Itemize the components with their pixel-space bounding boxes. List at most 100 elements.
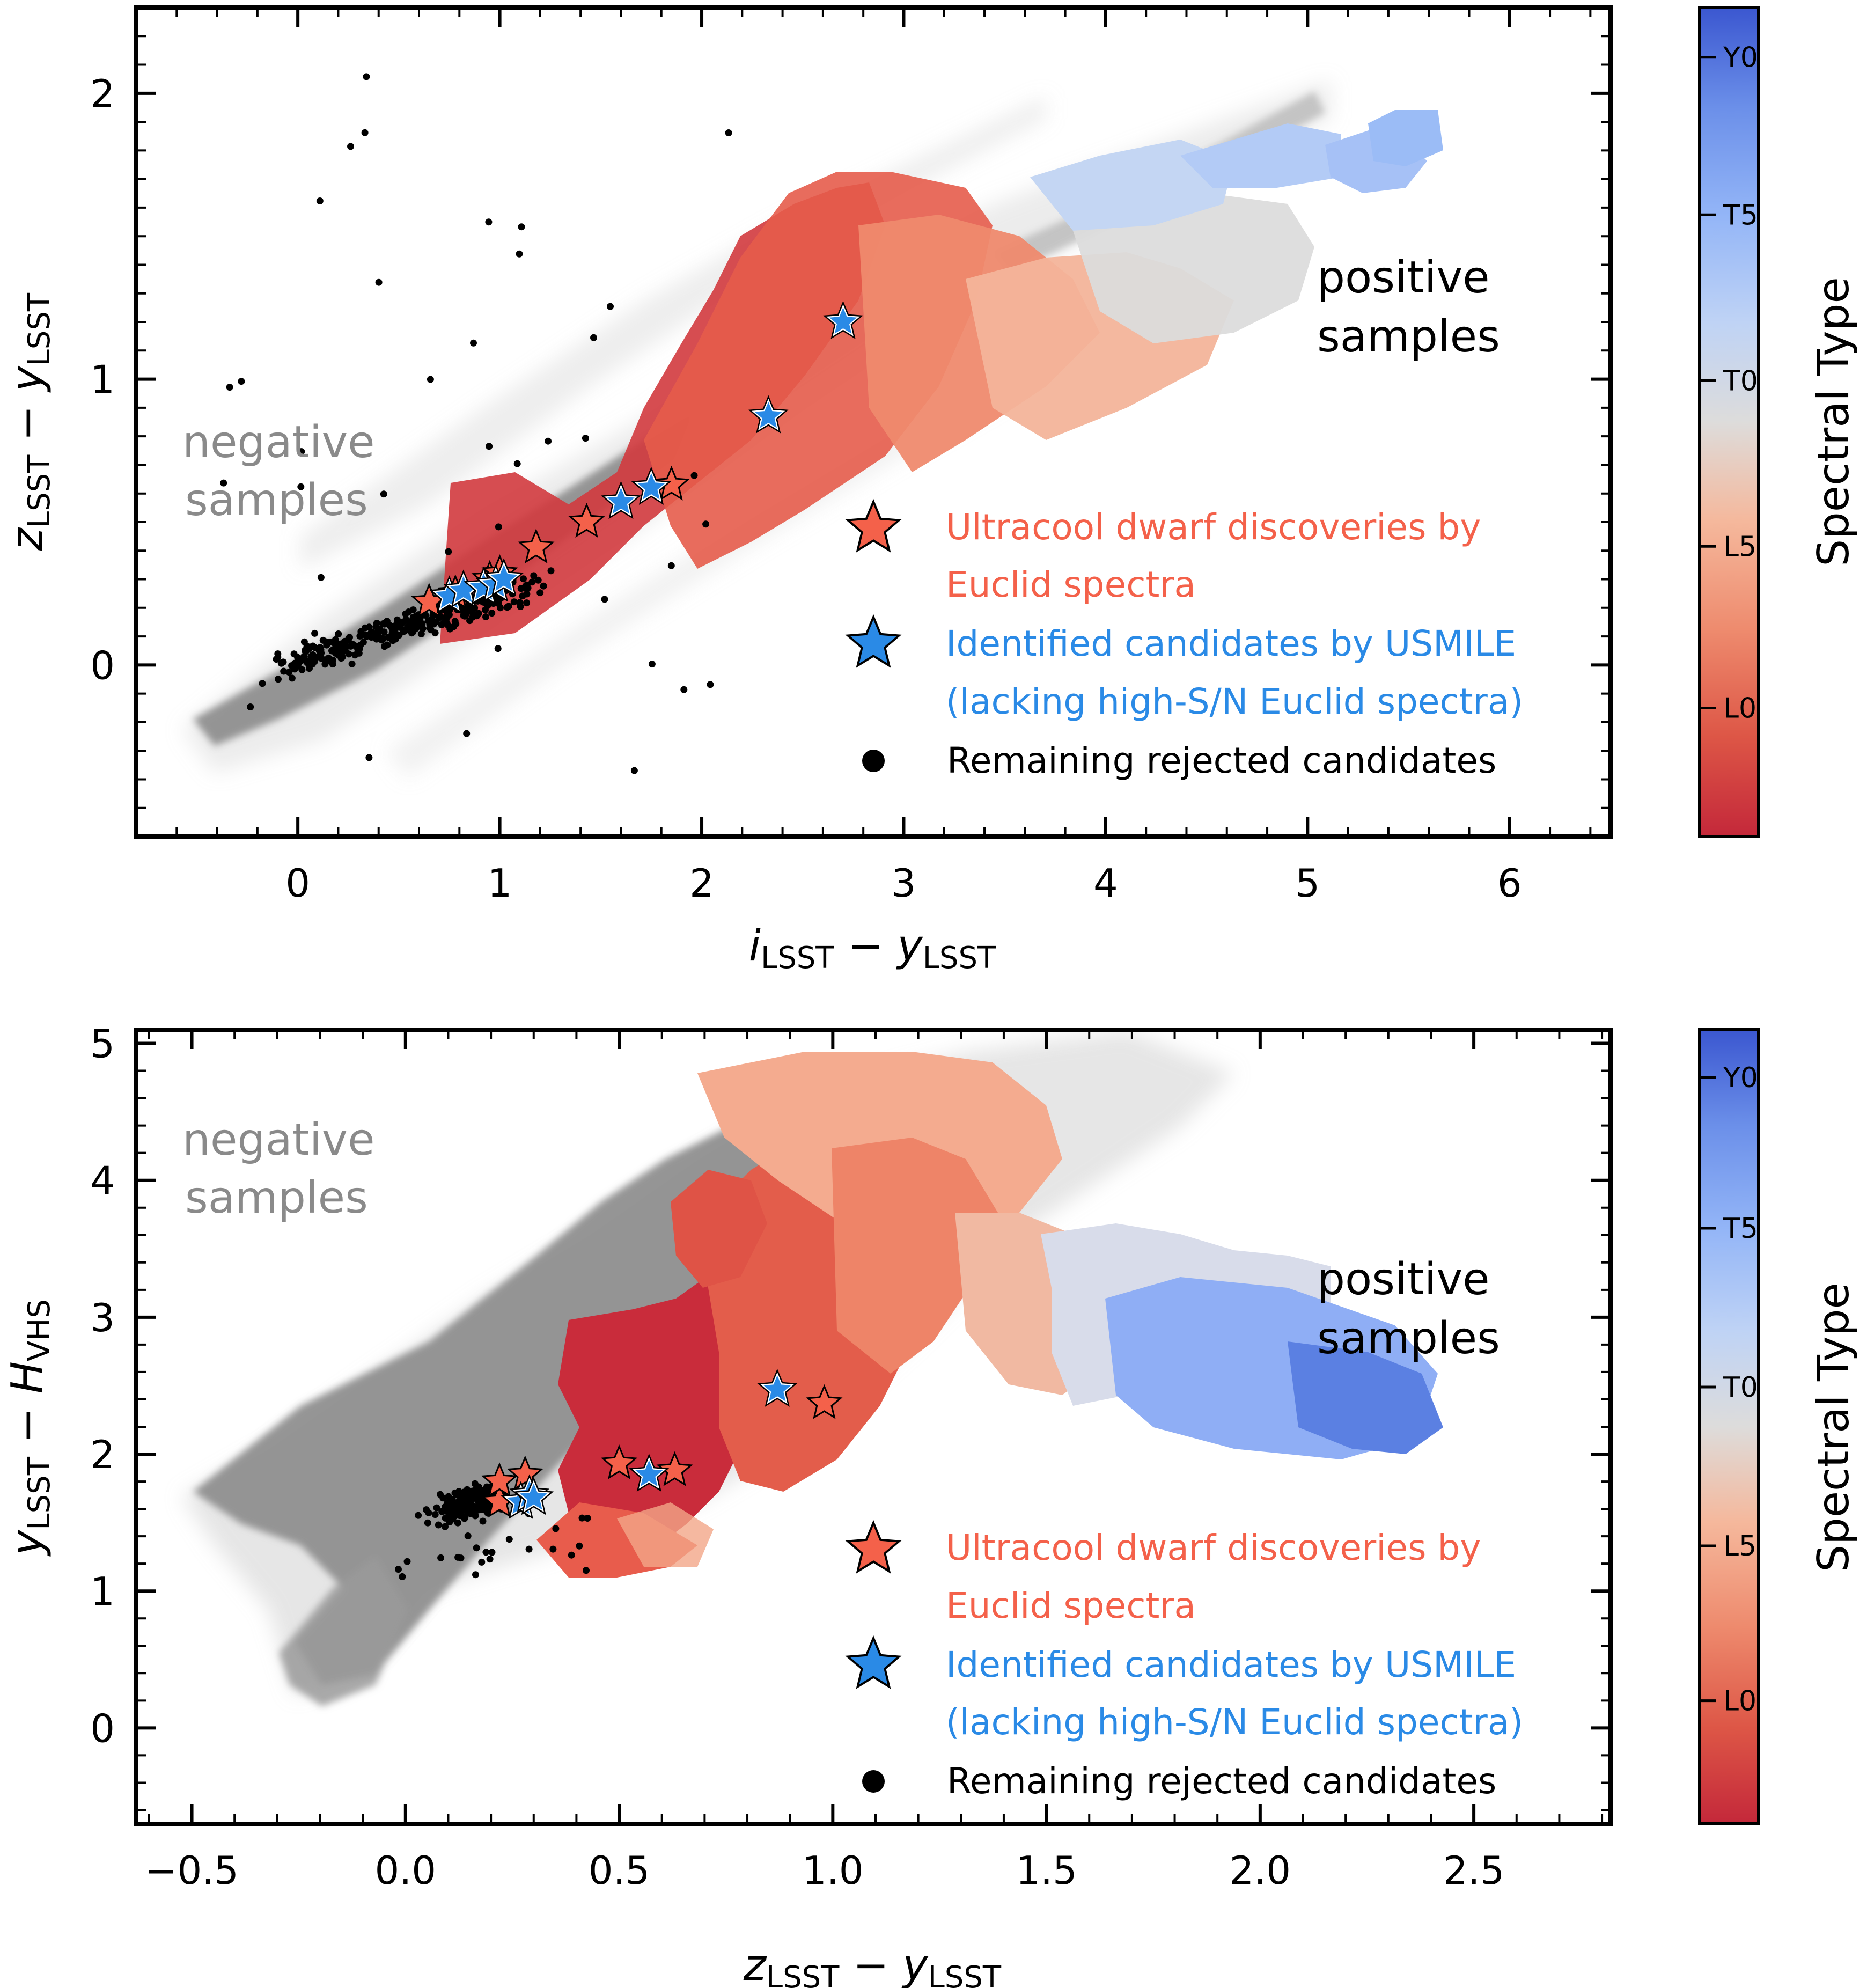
bottom-xlabel-main-1: z [743, 1940, 767, 1988]
rejected-candidate-point [583, 1567, 590, 1574]
bottom-xtick-label: 0.5 [589, 1848, 650, 1893]
bottom-xtick-label: 1.0 [802, 1848, 864, 1893]
candidate-star-outline [757, 1368, 798, 1407]
rejected-candidate-point [275, 676, 282, 683]
discovery-star [481, 1462, 518, 1498]
rejected-candidate-point [690, 472, 698, 479]
rejected-candidate-point [427, 376, 434, 383]
discovery-star [600, 1444, 638, 1479]
rejected-candidate-point [528, 578, 536, 586]
rejected-candidate-point [226, 384, 233, 391]
rejected-candidate-point [337, 640, 344, 648]
rejected-candidate-point [351, 651, 359, 659]
bottom-xtick-label: 2.5 [1443, 1848, 1505, 1893]
bottom-legend-dot-marker [862, 1770, 885, 1793]
rejected-candidate-point [361, 129, 369, 136]
rejected-candidate-point [525, 1545, 533, 1553]
bottom-positive-label-2: samples [1317, 1313, 1500, 1364]
rejected-candidate-point [373, 635, 380, 643]
top-colorbar-label: Spectral Type [1809, 277, 1858, 566]
bottom-legend-candidate-text-2: (lacking high-S/N Euclid spectra) [946, 1701, 1523, 1743]
rejected-candidate-point [364, 631, 372, 639]
bottom-ytick-label: 0 [90, 1706, 115, 1751]
rejected-candidate-point [345, 650, 352, 658]
colorbar-tick-label: T5 [1723, 199, 1758, 231]
top-colorbar-bar [1698, 6, 1760, 838]
colorbar-tick-label: T0 [1723, 1371, 1758, 1404]
colorbar-tick-label: L5 [1723, 1530, 1756, 1562]
rejected-candidate-point [395, 632, 403, 639]
bottom-ytick-label: 5 [90, 1022, 115, 1067]
candidate-star-outline [631, 466, 672, 505]
candidate-star [758, 1369, 797, 1406]
rejected-candidate-point [584, 1515, 591, 1522]
candidate-star [484, 559, 523, 596]
rejected-candidate-point [415, 619, 422, 626]
top-star-markers [410, 300, 863, 618]
rejected-candidate-point [402, 616, 410, 623]
top-colorbar: Y0 T5 T0 L5 L0 Spectral Type [1698, 6, 1858, 838]
rejected-candidate-point [488, 610, 496, 617]
top-xlabel-sub-1: LSST [761, 941, 834, 975]
rejected-candidate-point [466, 1501, 473, 1508]
bottom-legend: Ultracool dwarf discoveries by Euclid sp… [845, 1520, 1523, 1802]
top-legend-rejected-text: Remaining rejected candidates [947, 740, 1496, 781]
candidate-star-outline [748, 395, 789, 434]
rejected-candidate-point [466, 617, 473, 625]
rejected-candidate-point [518, 223, 525, 231]
rejected-candidate-point [408, 618, 416, 626]
rejected-candidate-point [582, 435, 589, 442]
bottom-ylabel-minus: − [2, 1393, 52, 1457]
candidate-star-outline [483, 558, 524, 597]
bottom-ylabel: yLSST − HVHS [2, 1299, 57, 1557]
top-positive-label-1: positive [1317, 252, 1490, 303]
colorbar-tick-label: T5 [1723, 1213, 1758, 1245]
top-xtick-label: 5 [1295, 861, 1320, 906]
bottom-ytick-label: 1 [90, 1569, 115, 1614]
candidate-star [749, 396, 788, 432]
rejected-candidate-point [431, 1511, 439, 1518]
rejected-candidate-point [702, 520, 710, 528]
bottom-ytick-label: 2 [90, 1432, 115, 1477]
top-legend-dot-marker [862, 750, 885, 772]
bottom-xlabel: zLSST − yLSST [743, 1940, 1002, 1988]
colorbar-tick-label: Y0 [1723, 42, 1758, 74]
bottom-colorbar: Y0 T5 T0 L5 L0 Spectral Type [1698, 1028, 1858, 1825]
bottom-star-markers [481, 1368, 843, 1520]
rejected-candidate-point [298, 448, 305, 456]
rejected-candidate-point [680, 686, 688, 693]
rejected-candidate-point [549, 1545, 557, 1553]
bottom-ylabel-sub-2: VHS [22, 1299, 57, 1361]
bottom-ytick-label: 3 [90, 1295, 115, 1340]
rejected-candidate-point [387, 634, 394, 642]
rejected-candidate-point [433, 1504, 440, 1512]
rejected-candidate-point [630, 767, 638, 774]
candidate-star [514, 1478, 553, 1514]
rejected-candidate-point [386, 622, 394, 629]
bottom-legend-discovery-star [845, 1520, 902, 1574]
rejected-candidate-point [478, 1558, 486, 1566]
bottom-colorbar-ticks: Y0 T5 T0 L5 L0 [1700, 1062, 1758, 1718]
candidate-star [632, 467, 671, 504]
rejected-candidate-point [552, 1525, 560, 1532]
rejected-candidate-point [530, 572, 538, 579]
colorbar-tick-label: L5 [1723, 531, 1756, 563]
rejected-candidate-point [311, 629, 319, 637]
top-negative-label-1: negative [182, 417, 375, 468]
candidate-star-outline [629, 1454, 670, 1492]
rejected-candidate-point [329, 661, 336, 668]
rejected-candidate-point [540, 582, 547, 590]
bottom-legend-rejected-text: Remaining rejected candidates [947, 1760, 1496, 1802]
rejected-candidate-point [503, 604, 511, 611]
top-ylabel-main-1: z [2, 527, 52, 551]
top-negative-label-2: samples [185, 475, 368, 526]
colorbar-tick-label: L0 [1723, 1685, 1756, 1718]
top-xtick-label: 3 [892, 861, 916, 906]
rejected-candidate-point [510, 598, 518, 606]
bottom-xtick-label: 1.5 [1016, 1848, 1077, 1893]
bottom-negative-label-1: negative [182, 1114, 375, 1165]
rejected-candidate-point [449, 1496, 456, 1503]
bottom-xlabel-sub-2: LSST [928, 1960, 1002, 1988]
top-colorbar-ticks: Y0 T5 T0 L5 L0 [1700, 42, 1758, 725]
